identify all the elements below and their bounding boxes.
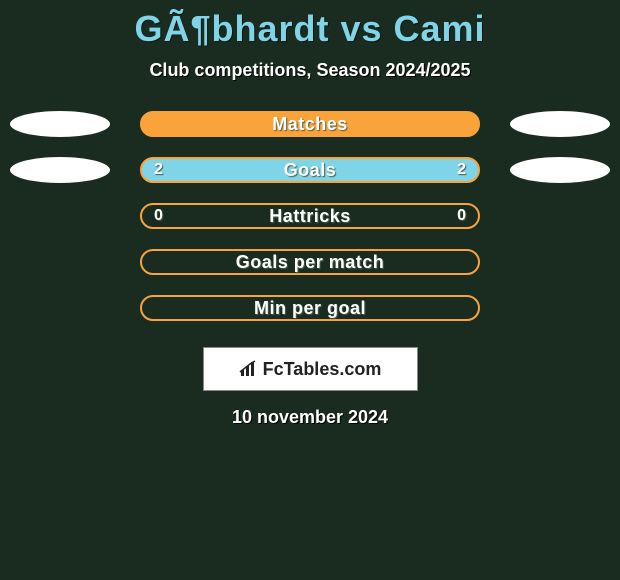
stat-bar-hattricks: 0 Hattricks 0 [140,203,480,229]
stat-bar-matches: Matches [140,111,480,137]
fctables-link[interactable]: FcTables.com [203,347,418,391]
stat-label: Goals per match [236,252,385,273]
stat-row-matches: Matches [0,111,620,137]
stat-label: Goals [284,160,337,181]
date-label: 10 november 2024 [232,407,388,428]
stat-value-left: 0 [154,207,163,225]
stat-value-right: 2 [457,161,466,179]
stat-label: Matches [272,114,348,135]
player-left-marker [10,157,110,183]
logo-label: FcTables.com [239,359,382,380]
stat-bar-min-per-goal: Min per goal [140,295,480,321]
page-subtitle: Club competitions, Season 2024/2025 [149,60,470,81]
stat-label: Min per goal [254,298,366,319]
stat-row-min-per-goal: Min per goal [0,295,620,321]
stat-value-left: 2 [154,161,163,179]
stats-widget: GÃ¶bhardt vs Cami Club competitions, Sea… [0,0,620,428]
logo-text-content: FcTables.com [263,359,382,380]
player-right-marker [510,157,610,183]
player-left-marker [10,111,110,137]
stat-row-goals: 2 Goals 2 [0,157,620,183]
stat-bar-goals-per-match: Goals per match [140,249,480,275]
chart-icon [239,360,259,378]
page-title: GÃ¶bhardt vs Cami [134,8,485,50]
stat-label: Hattricks [269,206,351,227]
stat-row-goals-per-match: Goals per match [0,249,620,275]
stat-row-hattricks: 0 Hattricks 0 [0,203,620,229]
stat-value-right: 0 [457,207,466,225]
player-right-marker [510,111,610,137]
stat-bar-goals: 2 Goals 2 [140,157,480,183]
